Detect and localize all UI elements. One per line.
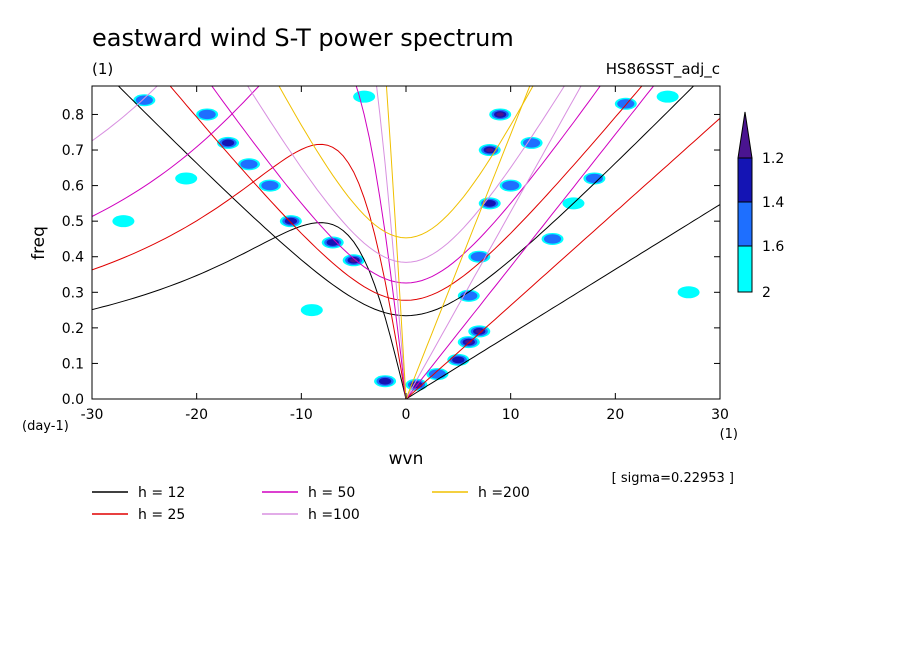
power-contour-22-level-2 bbox=[502, 180, 520, 191]
power-contour-10-level-1 bbox=[300, 304, 323, 317]
colorbar-box-3 bbox=[737, 157, 753, 203]
power-contour-20-level-4 bbox=[485, 147, 494, 153]
legend-label-h50: h = 50 bbox=[308, 485, 355, 501]
power-contours bbox=[112, 90, 700, 391]
y-axis-unit: (day-1) bbox=[22, 419, 69, 434]
power-contour-2-level-3 bbox=[221, 139, 235, 147]
power-contour-7-level-4 bbox=[349, 258, 358, 263]
dispersion-curve-h12-rossby bbox=[92, 222, 407, 399]
sigma-note: [ sigma=0.22953 ] bbox=[612, 471, 734, 486]
colorbar-label: 1.6 bbox=[762, 239, 784, 255]
chart-subtitle-left: (1) bbox=[92, 60, 113, 78]
dispersion-curve-h200-gravity bbox=[278, 86, 534, 239]
power-contour-14-level-3 bbox=[452, 356, 465, 364]
power-contour-27-level-2 bbox=[617, 99, 635, 109]
dispersion-curve-h12-kelvin bbox=[405, 204, 720, 399]
power-contour-26-level-2 bbox=[585, 173, 603, 184]
power-contour-28-level-1 bbox=[656, 90, 679, 103]
dispersion-curve-h100-rossby bbox=[92, 86, 407, 399]
x-tick-label: -20 bbox=[185, 407, 208, 423]
legend: h = 12 h = 25 h = 50 h =100 h =200 bbox=[92, 485, 530, 523]
y-tick-label: 0.0 bbox=[62, 392, 84, 408]
x-tick-label: 10 bbox=[502, 407, 520, 423]
plot-frame bbox=[91, 85, 721, 400]
dispersion-curve-h100-gravity bbox=[247, 86, 565, 263]
dispersion-curve-h25-gravity bbox=[169, 86, 643, 301]
power-contour-11-level-3 bbox=[378, 377, 392, 385]
power-contour-4-level-2 bbox=[261, 180, 279, 191]
power-contour-24-level-2 bbox=[543, 234, 562, 244]
y-axis-label: freq bbox=[29, 226, 49, 260]
power-contour-8-level-1 bbox=[175, 172, 198, 185]
colorbar: 1.2 1.4 1.6 2 bbox=[737, 111, 784, 301]
legend-label-h12: h = 12 bbox=[138, 485, 185, 501]
power-contour-9-level-1 bbox=[112, 215, 135, 228]
power-contour-21-level-4 bbox=[496, 112, 504, 117]
colorbar-box-1 bbox=[737, 245, 753, 293]
dispersion-curve-h200-rossby bbox=[385, 86, 407, 399]
colorbar-label: 2 bbox=[762, 285, 771, 301]
dispersion-curve-h100-kelvin bbox=[405, 86, 582, 399]
y-tick-label: 0.6 bbox=[62, 179, 84, 195]
colorbar-arrow bbox=[737, 111, 753, 159]
power-contour-23-level-2 bbox=[523, 138, 541, 148]
x-tick-label: 20 bbox=[606, 407, 624, 423]
y-tick-label: 0.8 bbox=[62, 107, 84, 123]
power-contour-30-level-1 bbox=[353, 90, 376, 103]
y-tick-label: 0.1 bbox=[62, 356, 84, 372]
colorbar-label: 1.4 bbox=[762, 195, 784, 211]
x-tick-label: 0 bbox=[402, 407, 411, 423]
y-tick-label: 0.4 bbox=[62, 250, 84, 266]
power-contour-5-level-3 bbox=[284, 217, 298, 225]
dispersion-curve-h50-gravity bbox=[211, 86, 601, 284]
x-axis-label: wvn bbox=[389, 449, 424, 469]
y-tick-label: 0.5 bbox=[62, 214, 84, 230]
dispersion-curve-h25-kelvin bbox=[405, 117, 720, 399]
x-tick-label: -30 bbox=[81, 407, 104, 423]
power-contour-19-level-3 bbox=[483, 200, 496, 207]
x-tick-label: -10 bbox=[290, 407, 313, 423]
power-contour-3-level-2 bbox=[240, 159, 258, 169]
legend-label-h100: h =100 bbox=[308, 507, 360, 523]
power-contour-29-level-1 bbox=[677, 286, 700, 299]
dispersion-curve-h25-rossby bbox=[92, 143, 407, 399]
legend-label-h200: h =200 bbox=[478, 485, 530, 501]
power-contour-6-level-3 bbox=[326, 239, 339, 246]
colorbar-box-2 bbox=[737, 201, 753, 247]
chart-title: eastward wind S-T power spectrum bbox=[92, 24, 514, 52]
colorbar-label: 1.2 bbox=[762, 151, 784, 167]
dispersion-curve-h12-gravity bbox=[117, 86, 695, 317]
dispersion-curves bbox=[92, 86, 720, 399]
dispersion-curve-h50-rossby bbox=[92, 86, 407, 399]
x-axis: -30 -20 -10 0 10 20 30 bbox=[81, 86, 729, 423]
y-tick-label: 0.2 bbox=[62, 321, 84, 337]
y-tick-label: 0.7 bbox=[62, 143, 84, 159]
x-tick-label: 30 bbox=[711, 407, 729, 423]
legend-label-h25: h = 25 bbox=[138, 507, 185, 523]
dispersion-curve-h200-kelvin bbox=[405, 86, 531, 399]
x-axis-unit: (1) bbox=[720, 427, 738, 442]
dispersion-curve-h50-kelvin bbox=[405, 86, 655, 399]
chart-subtitle-right: HS86SST_adj_c bbox=[606, 60, 720, 79]
power-contour-1-level-2 bbox=[198, 109, 216, 120]
y-axis: 0.0 0.1 0.2 0.3 0.4 0.5 0.6 0.7 0.8 bbox=[62, 107, 720, 408]
y-tick-label: 0.3 bbox=[62, 285, 84, 301]
